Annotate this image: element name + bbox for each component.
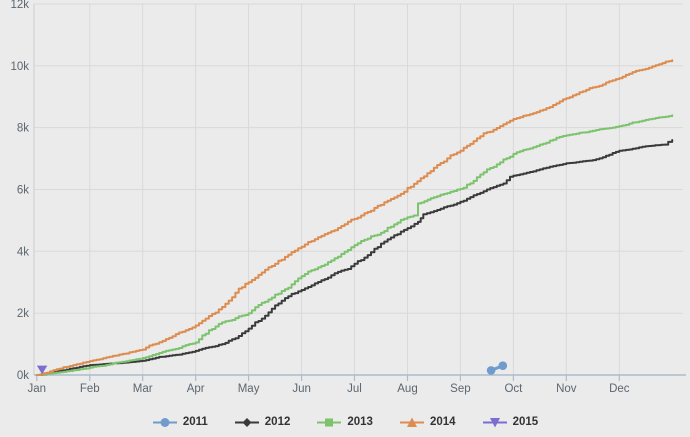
legend-marker-square-icon: [317, 418, 342, 426]
x-axis-label: Aug: [397, 383, 417, 395]
legend-item-2014[interactable]: 2014: [399, 416, 456, 429]
y-axis-label: 8k: [17, 123, 29, 135]
chart-canvas: Jan Feb Mar Apr May Jun Jul Aug Sep Oct Nov Dec 0k 2k…: [10, 0, 686, 395]
legend-label: 2014: [429, 416, 456, 428]
x-axis-ticks: Jan Feb Mar Apr May Jun Jul Aug Sep Oct Nov Dec: [28, 375, 630, 395]
y-axis-label: 0k: [17, 370, 29, 382]
chart-legend: 2011 2012 2013 2014 2015: [0, 411, 690, 433]
y-axis-label: 12k: [10, 0, 29, 11]
y-axis-label: 6k: [17, 185, 29, 197]
legend-item-2012[interactable]: 2012: [234, 416, 291, 429]
series-line-2013: [35, 114, 674, 376]
y-axis-labels: 0k 2k 4k 6k 8k 10k 12k: [10, 0, 29, 382]
legend-label: 2015: [512, 416, 539, 428]
legend-item-2011[interactable]: 2011: [152, 416, 208, 429]
series-point-2011: [486, 366, 496, 375]
x-axis-label: Feb: [80, 383, 100, 395]
legend-item-2013[interactable]: 2013: [316, 416, 373, 429]
x-axis-label: Jul: [347, 383, 362, 395]
legend-marker-triangle-down-icon: [482, 417, 507, 427]
legend-item-2015[interactable]: 2015: [482, 416, 539, 429]
series-point-2015: [36, 365, 48, 375]
series-line-2014: [35, 59, 674, 376]
x-axis-label: Jun: [292, 383, 311, 395]
legend-marker-circle-icon: [152, 417, 177, 427]
x-axis-label: Nov: [556, 383, 577, 395]
series-point-2011: [498, 361, 508, 371]
legend-marker-diamond-icon: [234, 417, 259, 427]
y-axis-label: 2k: [17, 308, 29, 320]
gridlines: [33, 3, 683, 375]
legend-label: 2012: [264, 416, 291, 428]
y-axis-label: 4k: [17, 246, 29, 258]
x-axis-label: Sep: [450, 383, 470, 395]
legend-label: 2011: [182, 416, 208, 428]
x-axis-label: May: [238, 383, 260, 395]
x-axis-label: Mar: [133, 383, 153, 395]
legend-label: 2013: [347, 416, 373, 428]
x-axis-label: Apr: [187, 383, 205, 395]
y-axis-label: 10k: [10, 61, 29, 73]
x-axis-label: Oct: [504, 383, 523, 395]
x-axis-label: Dec: [609, 383, 630, 395]
series-line-2012: [35, 139, 674, 376]
legend-marker-triangle-up-icon: [399, 417, 424, 427]
x-axis-label: Jan: [28, 383, 47, 395]
